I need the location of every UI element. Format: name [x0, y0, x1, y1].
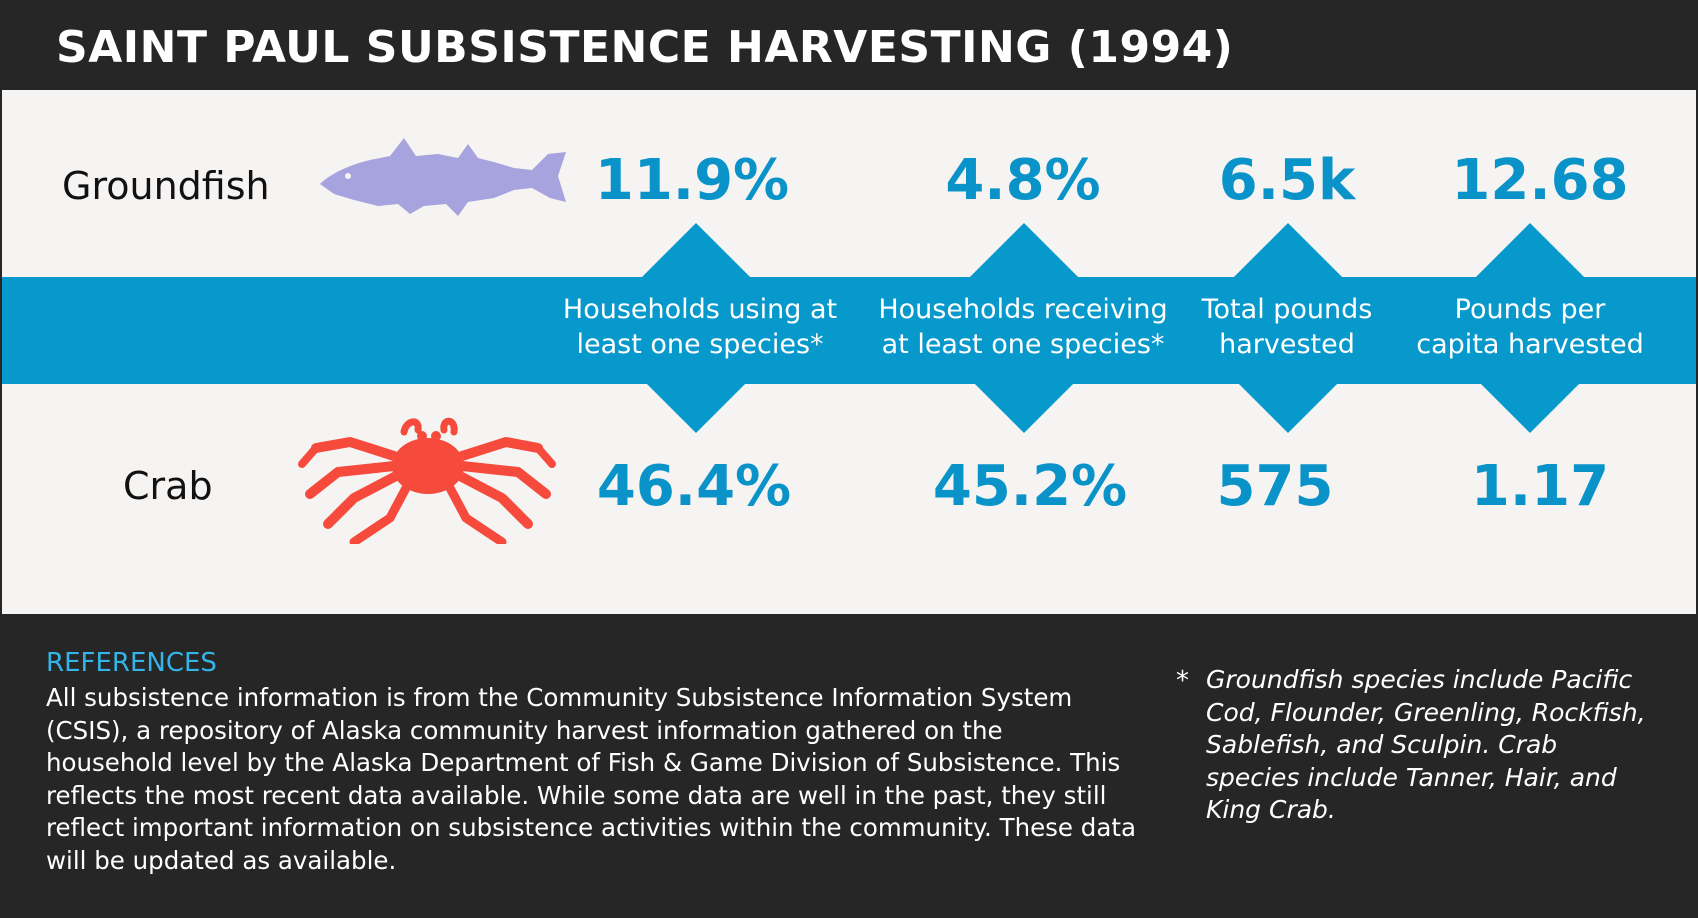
groundfish-stat-households-using: 11.9% — [594, 148, 790, 213]
metric-label-pounds-per-capita: Pounds per capita harvested — [1416, 292, 1644, 362]
crab-stat-households-using: 46.4% — [596, 454, 792, 519]
references-heading: REFERENCES — [46, 648, 217, 678]
metric-label-households-using: Households using at least one species* — [563, 292, 837, 362]
metric-label-line: Households receiving — [878, 294, 1168, 325]
row-label-crab: Crab — [123, 464, 213, 508]
footnote-text: Groundfish species include Pacific Cod, … — [1206, 665, 1646, 824]
footnote-marker: * — [1176, 666, 1189, 696]
metric-label-line: at least one species* — [881, 329, 1165, 360]
crab-stat-total-pounds: 575 — [1216, 454, 1334, 519]
header-bar: SAINT PAUL SUBSISTENCE HARVESTING (1994) — [0, 0, 1698, 90]
fish-silhouette — [320, 138, 566, 216]
groundfish-stat-households-receiving: 4.8% — [945, 148, 1101, 213]
groundfish-stat-pounds-per-capita: 12.68 — [1451, 148, 1629, 213]
metric-label-total-pounds: Total pounds harvested — [1202, 292, 1373, 362]
page-title: SAINT PAUL SUBSISTENCE HARVESTING (1994) — [56, 22, 1234, 73]
metric-label-line: Households using at — [562, 294, 838, 325]
metrics-band — [2, 277, 1696, 384]
metric-label-line: capita harvested — [1416, 329, 1644, 360]
metric-label-line: Pounds per — [1454, 294, 1606, 325]
metric-label-households-receiving: Households receiving at least one specie… — [878, 292, 1167, 362]
references-body: All subsistence information is from the … — [46, 683, 1136, 875]
groundfish-stat-total-pounds: 6.5k — [1218, 148, 1356, 213]
metric-label-line: harvested — [1219, 329, 1355, 360]
crab-icon — [298, 417, 556, 544]
metric-label-line: least one species* — [576, 329, 824, 360]
metric-label-line: Total pounds — [1201, 294, 1373, 325]
fish-icon — [320, 138, 566, 216]
crab-stat-households-receiving: 45.2% — [932, 454, 1128, 519]
crab-stat-pounds-per-capita: 1.17 — [1470, 454, 1610, 519]
row-label-groundfish: Groundfish — [62, 164, 270, 208]
